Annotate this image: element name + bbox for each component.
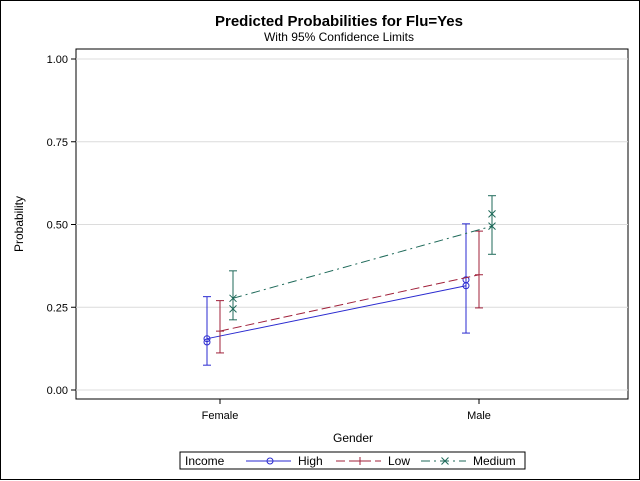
legend-marker-low [356, 457, 364, 465]
data-point [488, 222, 496, 231]
series-layer [203, 195, 496, 366]
legend-label-medium: Medium [473, 454, 516, 468]
y-tick-label: 0.75 [47, 137, 68, 149]
y-tick-label: 1.00 [47, 54, 68, 66]
legend-title: Income [185, 454, 225, 468]
y-tick-label: 0.00 [47, 385, 68, 397]
x-axis-label: Gender [333, 431, 373, 445]
legend-label-high: High [298, 454, 323, 468]
data-point [462, 276, 470, 284]
series-line [219, 274, 480, 332]
axes: 0.00 0.25 0.50 0.75 1.00 Female Male [47, 54, 491, 422]
data-point [229, 305, 237, 313]
series-line [206, 285, 467, 340]
series-medium [229, 195, 496, 321]
legend-marker-medium [441, 457, 449, 465]
data-point [488, 210, 496, 218]
chart-title: Predicted Probabilities for Flu=Yes [215, 13, 463, 30]
data-point [216, 327, 224, 336]
data-point [229, 294, 237, 303]
y-axis-label: Probability [12, 196, 26, 252]
series-line [232, 225, 493, 299]
y-tick-label: 0.25 [47, 302, 68, 314]
data-point [475, 270, 483, 279]
y-tick-label: 0.50 [47, 220, 68, 232]
x-tick-label: Male [467, 410, 491, 422]
legend-marker-high [266, 457, 274, 465]
data-point [203, 335, 211, 343]
chart-subtitle: With 95% Confidence Limits [264, 30, 414, 44]
grid-lines [76, 58, 628, 391]
data-point [203, 338, 211, 346]
legend-label-low: Low [388, 454, 410, 468]
legend: Income High Low Medium [179, 451, 526, 470]
series-high [203, 223, 470, 366]
x-tick-label: Female [202, 410, 239, 422]
series-low [216, 230, 483, 354]
